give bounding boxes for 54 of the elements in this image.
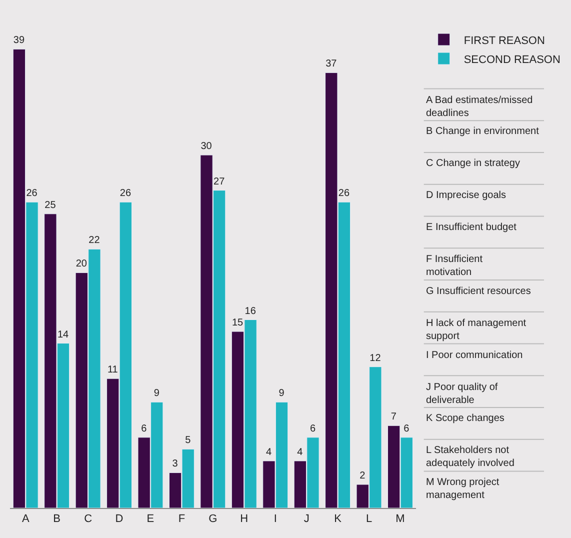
data-label: 4 [297,446,304,458]
text: C Change in strategy [426,158,520,169]
data-label: 7 [390,412,397,423]
data-label: 26 [26,188,38,200]
data-label: 14 [57,329,70,340]
data-label: 26 [338,188,350,200]
text: D Imprecise goals [426,190,506,201]
data-label: 12 [370,352,382,364]
data-label: 6 [310,423,316,434]
text: A Bad estimates/missed deadlines [426,95,533,119]
text: G Insufficient resources [426,286,531,297]
x-tick-label: G [208,513,218,526]
text: I Poor communication [426,350,523,361]
x-tick-label: M [396,513,405,526]
x-tick-label: A [22,513,30,526]
x-tick-label: D [115,513,124,526]
data-label: 27 [214,176,226,188]
legend-label: SECOND REASON [464,54,560,66]
x-tick-label: J [304,513,310,526]
data-label: 22 [88,235,100,246]
data-label: 39 [13,35,25,46]
data-label: 20 [76,258,88,270]
data-label: 6 [404,423,410,434]
text: H lack of management support [426,318,526,342]
x-tick-label: E [146,513,154,526]
data-label: 3 [172,458,178,470]
data-label: 11 [107,364,118,376]
text: K Scope changes [426,413,504,424]
x-tick-label: C [84,513,92,526]
data-label: 16 [244,306,256,317]
data-label: 30 [200,141,212,152]
x-tick-label: H [240,513,248,526]
data-label: 2 [360,470,366,482]
data-label: 26 [120,188,132,200]
text: B Change in environment [426,126,540,137]
data-label: 9 [154,388,160,400]
x-tick-label: F [178,513,186,526]
data-label: 37 [326,58,338,70]
x-tick-label: I [274,513,277,526]
text: L Stakeholders not adequately involved [426,445,514,469]
data-label: 6 [141,423,148,434]
text: E Insufficient budget [426,222,517,233]
data-label: 5 [185,435,192,446]
x-tick-label: B [53,513,60,526]
text: F Insufficient motivation [426,254,483,278]
text: M Wrong project management [426,477,500,501]
data-label: 25 [44,200,56,211]
x-tick-label: L [366,513,372,526]
data-label: 15 [232,318,244,329]
data-label: 9 [278,388,285,400]
x-tick-label: K [334,513,342,526]
legend-label: FIRST REASON [464,34,545,47]
data-label: 4 [266,446,272,458]
text: J Poor quality of deliverable [426,382,498,406]
